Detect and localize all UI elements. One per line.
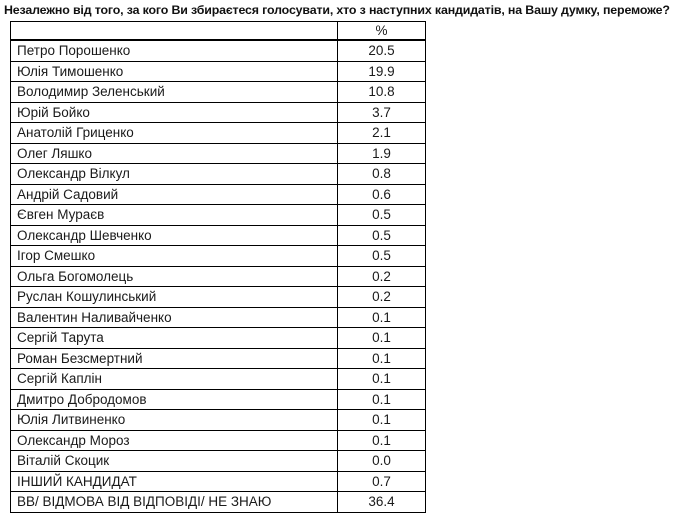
table-row: ІНШИЙ КАНДИДАТ 0.7 (10, 470, 426, 492)
table-row: Роман Безсмертний 0.1 (10, 347, 426, 369)
candidate-name: Петро Порошенко (10, 39, 338, 62)
candidate-name: ВВ/ ВІДМОВА ВІД ВІДПОВІДІ/ НЕ ЗНАЮ (10, 491, 338, 513)
table-row: Руслан Кошулинський 0.2 (10, 286, 426, 308)
table-row: Валентин Наливайченко 0.1 (10, 306, 426, 328)
candidate-percent: 0.1 (337, 409, 426, 431)
candidate-name: Сергій Каплін (10, 368, 338, 390)
candidate-name: Юлія Литвиненко (10, 409, 338, 431)
candidate-name: Олександр Мороз (10, 429, 338, 451)
table-row: Сергій Каплін 0.1 (10, 368, 426, 390)
candidate-percent: 10.8 (337, 81, 426, 103)
candidate-percent: 3.7 (337, 101, 426, 123)
table-row: Андрій Садовий 0.6 (10, 183, 426, 205)
candidate-percent: 0.1 (337, 368, 426, 390)
table-row: Олег Ляшко 1.9 (10, 142, 426, 164)
candidate-name: Юлія Тимошенко (10, 60, 338, 82)
candidate-percent: 0.1 (337, 388, 426, 410)
candidate-name: Руслан Кошулинський (10, 286, 338, 308)
candidate-name: Євген Мураєв (10, 204, 338, 226)
candidate-percent: 1.9 (337, 142, 426, 164)
results-table: % Петро Порошенко 20.5 Юлія Тимошенко 19… (10, 21, 426, 513)
candidate-percent: 0.1 (337, 347, 426, 369)
table-row: Олександр Мороз 0.1 (10, 429, 426, 451)
candidate-name: Дмитро Добродомов (10, 388, 338, 410)
candidate-name: Сергій Тарута (10, 327, 338, 349)
page-title: Незалежно від того, за кого Ви збираєтес… (4, 3, 670, 17)
candidate-percent: 0.1 (337, 327, 426, 349)
table-row: Олександр Шевченко 0.5 (10, 224, 426, 246)
table-row: Сергій Тарута 0.1 (10, 327, 426, 349)
candidate-percent: 0.8 (337, 163, 426, 185)
table-row: Юлія Литвиненко 0.1 (10, 409, 426, 431)
candidate-name: ІНШИЙ КАНДИДАТ (10, 470, 338, 492)
candidate-name: Роман Безсмертний (10, 347, 338, 369)
candidate-name: Анатолій Гриценко (10, 122, 338, 144)
candidate-name: Олег Ляшко (10, 142, 338, 164)
candidate-percent: 2.1 (337, 122, 426, 144)
candidate-percent: 0.7 (337, 470, 426, 492)
table-row: Юрій Бойко 3.7 (10, 101, 426, 123)
table-row: ВВ/ ВІДМОВА ВІД ВІДПОВІДІ/ НЕ ЗНАЮ 36.4 (10, 491, 426, 513)
candidate-name: Олександр Шевченко (10, 224, 338, 246)
candidate-name: Володимир Зеленський (10, 81, 338, 103)
candidate-name: Валентин Наливайченко (10, 306, 338, 328)
table-row: Анатолій Гриценко 2.1 (10, 122, 426, 144)
candidate-percent: 0.5 (337, 224, 426, 246)
candidate-name: Віталій Скоцик (10, 450, 338, 472)
name-column-header (10, 21, 338, 41)
candidate-name: Ігор Смешко (10, 245, 338, 267)
candidate-percent: 0.2 (337, 265, 426, 287)
table-row: Віталій Скоцик 0.0 (10, 450, 426, 472)
candidate-name: Олександр Вілкул (10, 163, 338, 185)
table-body: Петро Порошенко 20.5 Юлія Тимошенко 19.9… (10, 39, 426, 513)
table-row: Євген Мураєв 0.5 (10, 204, 426, 226)
table-header-row: % (10, 21, 426, 41)
candidate-percent: 0.1 (337, 429, 426, 451)
table-row: Дмитро Добродомов 0.1 (10, 388, 426, 410)
candidate-name: Юрій Бойко (10, 101, 338, 123)
candidate-percent: 0.1 (337, 306, 426, 328)
candidate-percent: 0.5 (337, 204, 426, 226)
candidate-name: Ольга Богомолець (10, 265, 338, 287)
table-row: Петро Порошенко 20.5 (10, 39, 426, 62)
document-page: Незалежно від того, за кого Ви збираєтес… (0, 3, 673, 525)
candidate-name: Андрій Садовий (10, 183, 338, 205)
table-row: Юлія Тимошенко 19.9 (10, 60, 426, 82)
candidate-percent: 19.9 (337, 60, 426, 82)
candidate-percent: 36.4 (337, 491, 426, 513)
table-row: Ігор Смешко 0.5 (10, 245, 426, 267)
candidate-percent: 0.2 (337, 286, 426, 308)
candidate-percent: 20.5 (337, 39, 426, 62)
table-row: Ольга Богомолець 0.2 (10, 265, 426, 287)
candidate-percent: 0.5 (337, 245, 426, 267)
candidate-percent: 0.0 (337, 450, 426, 472)
table-row: Володимир Зеленський 10.8 (10, 81, 426, 103)
table-row: Олександр Вілкул 0.8 (10, 163, 426, 185)
percent-column-header: % (337, 21, 426, 41)
candidate-percent: 0.6 (337, 183, 426, 205)
